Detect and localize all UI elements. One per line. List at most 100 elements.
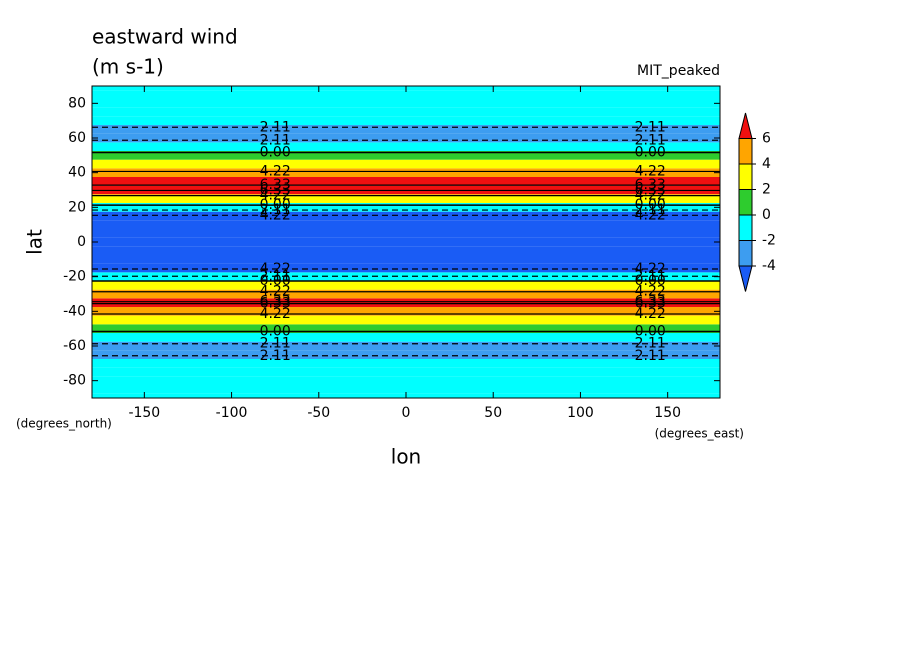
contour-label: 4.22 — [635, 306, 666, 322]
colorbar-segment — [738, 138, 753, 165]
field-band — [92, 367, 720, 377]
contour-label: 2.11 — [635, 336, 666, 352]
colorbar-label: -4 — [762, 258, 776, 274]
contour-label: 4.22 — [260, 261, 291, 277]
contour-label: 4.22 — [260, 188, 291, 204]
field-band — [92, 341, 720, 351]
contour-label: 0.00 — [635, 197, 666, 213]
colorbar-arrow — [738, 112, 753, 139]
contour-label: 0.00 — [635, 144, 666, 160]
contour-label: 4.22 — [635, 188, 666, 204]
contour-label: 6.33 — [635, 177, 666, 193]
contour-label: 4.22 — [635, 207, 666, 223]
y-axis-label: lat — [23, 229, 47, 255]
contour-label: 6.33 — [260, 182, 291, 198]
x-tick-label: -50 — [307, 405, 330, 421]
contour-label: 4.22 — [260, 207, 291, 223]
field-band — [92, 99, 720, 108]
x-tick-label: 50 — [484, 405, 502, 421]
contour-label: 6.33 — [260, 296, 291, 312]
contour-label: 6.33 — [635, 182, 666, 198]
x-tick-label: 150 — [654, 405, 681, 421]
colorbar-label: -2 — [762, 233, 776, 249]
y-tick-label: -80 — [63, 373, 86, 389]
y-tick-label: -60 — [63, 338, 86, 354]
contour-label: 2.11 — [635, 132, 666, 148]
field-band — [92, 298, 720, 307]
contour-label: 0.00 — [260, 144, 291, 160]
field-band — [92, 151, 720, 160]
contour-label: 0.00 — [635, 324, 666, 340]
chart-title: eastward wind — [92, 25, 238, 49]
contour-label: 0.00 — [260, 273, 291, 289]
field-band — [92, 107, 720, 117]
contour-label: 4.22 — [635, 163, 666, 179]
y-tick-label: 80 — [68, 95, 86, 111]
field-band — [92, 315, 720, 325]
subtitle: (m s-1) — [92, 55, 164, 79]
colorbar-segment — [738, 163, 753, 190]
field-band — [92, 203, 720, 212]
x-tick-label: -100 — [216, 405, 248, 421]
field-band — [92, 263, 720, 273]
contour-label: 4.22 — [635, 261, 666, 277]
field-band — [92, 255, 720, 264]
field-band — [92, 350, 720, 359]
contour-label: 2.11 — [635, 119, 666, 135]
y-tick-label: 0 — [77, 234, 86, 250]
y-tick-label: 20 — [68, 199, 86, 215]
contour-label: 6.33 — [635, 294, 666, 310]
contour-label: 4.22 — [635, 284, 666, 300]
contour-label: 4.22 — [260, 306, 291, 322]
x-axis-label: lon — [391, 445, 421, 469]
field-band — [92, 229, 720, 238]
field-band — [92, 133, 720, 143]
colorbar-arrow — [738, 265, 753, 292]
colorbar-segment — [738, 214, 753, 241]
field-band — [92, 220, 720, 229]
contour-label: 0.00 — [260, 324, 291, 340]
field-band — [92, 281, 720, 290]
contour-label: 2.11 — [260, 202, 291, 218]
contour-label: 2.11 — [260, 348, 291, 364]
contour-label: 4.22 — [260, 284, 291, 300]
contour-label: 2.11 — [260, 119, 291, 135]
contour-label: 2.11 — [260, 132, 291, 148]
contour-label: 6.33 — [635, 296, 666, 312]
x-tick-label: 100 — [567, 405, 594, 421]
field-band — [92, 237, 720, 247]
contour-label: 2.11 — [635, 202, 666, 218]
colorbar-label: 2 — [762, 182, 771, 198]
contour-label: 2.11 — [635, 348, 666, 364]
contour-label: 4.22 — [260, 163, 291, 179]
y-tick-label: 60 — [68, 130, 86, 146]
field-band — [92, 289, 720, 299]
colorbar-label: 4 — [762, 156, 771, 172]
field-band — [92, 333, 720, 342]
x-tick-label: 0 — [402, 405, 411, 421]
field-band — [92, 385, 720, 394]
colorbar-segment — [738, 240, 753, 267]
field-band — [92, 246, 720, 255]
colorbar-segment — [738, 189, 753, 216]
x-units: (degrees_east) — [655, 427, 744, 441]
y-tick-label: -40 — [63, 303, 86, 319]
contour-label: 2.11 — [260, 336, 291, 352]
y-tick-label: 40 — [68, 165, 86, 181]
plot-area: 4.22 4.224.22 4.222.11 2.112.11 2.112.11 2.11… — [92, 86, 720, 398]
field-band — [92, 116, 720, 125]
contour-label: 6.33 — [260, 177, 291, 193]
dataset-name: MIT_peaked — [637, 63, 720, 79]
y-tick-label: -20 — [63, 269, 86, 285]
field-band — [92, 359, 720, 368]
contour-label: 0.00 — [635, 273, 666, 289]
colorbar-label: 0 — [762, 207, 771, 223]
field-band — [92, 159, 720, 169]
field-band — [92, 324, 720, 333]
y-units: (degrees_north) — [16, 417, 112, 431]
contour-label: 0.00 — [260, 197, 291, 213]
colorbar-label: 6 — [762, 131, 771, 147]
x-tick-label: -150 — [128, 405, 160, 421]
field-band — [92, 307, 720, 316]
